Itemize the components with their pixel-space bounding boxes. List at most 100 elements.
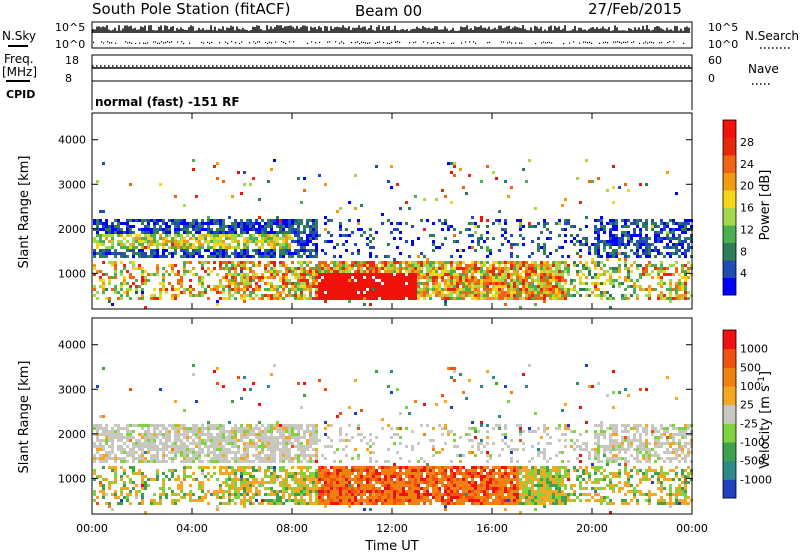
- velocity-cell: [237, 490, 240, 493]
- power-cell: [153, 294, 156, 297]
- power-cell: [315, 234, 318, 237]
- nsearch-dot: [363, 41, 365, 44]
- power-cell: [309, 255, 312, 258]
- power-cell: [336, 267, 339, 270]
- power-cell: [510, 282, 513, 285]
- velocity-cell: [99, 484, 102, 487]
- velocity-cell: [102, 367, 105, 370]
- y-tick-label: 2000: [58, 223, 86, 236]
- velocity-cell: [192, 457, 195, 460]
- power-cell: [549, 237, 552, 240]
- power-cell: [93, 228, 96, 231]
- power-cell: [132, 219, 135, 222]
- power-cell: [255, 228, 258, 231]
- power-cell: [123, 252, 126, 255]
- power-cell: [321, 279, 324, 282]
- power-cell: [207, 249, 210, 252]
- velocity-cell: [132, 466, 135, 469]
- power-cell: [234, 246, 237, 249]
- power-cell: [357, 267, 360, 270]
- power-cell: [600, 273, 603, 276]
- velocity-cell: [237, 445, 240, 448]
- nsearch-dot: [643, 42, 645, 44]
- velocity-cell: [252, 445, 255, 448]
- power-cell: [141, 276, 144, 279]
- power-cell: [564, 291, 567, 294]
- power-cell: [624, 225, 627, 228]
- power-cell: [537, 267, 540, 270]
- velocity-cell: [267, 469, 270, 472]
- power-cell: [684, 273, 687, 276]
- power-cell: [450, 171, 453, 174]
- power-cell: [501, 294, 504, 297]
- power-cell: [423, 228, 426, 231]
- power-cell: [510, 234, 513, 237]
- velocity-cell: [300, 445, 303, 448]
- power-cell: [231, 228, 234, 231]
- velocity-cell: [126, 451, 129, 454]
- velocity-cell: [222, 457, 225, 460]
- power-cell: [348, 270, 351, 273]
- power-cell: [432, 243, 435, 246]
- power-cell: [675, 237, 678, 240]
- power-cell: [513, 297, 516, 300]
- power-cell: [552, 270, 555, 273]
- power-cell: [519, 219, 522, 222]
- velocity-cell: [210, 475, 213, 478]
- power-cell: [657, 276, 660, 279]
- power-cell: [594, 219, 597, 222]
- power-cell: [372, 279, 375, 282]
- velocity-cell: [309, 475, 312, 478]
- power-cell: [255, 285, 258, 288]
- nave-tick-bottom: 0: [708, 72, 715, 85]
- power-cell: [339, 234, 342, 237]
- power-cell: [315, 222, 318, 225]
- power-cell: [306, 237, 309, 240]
- power-cell: [231, 225, 234, 228]
- power-cell: [384, 255, 387, 258]
- power-cell: [522, 237, 525, 240]
- nsearch-dot: [633, 41, 635, 43]
- velocity-cell: [318, 469, 321, 472]
- power-cell: [99, 228, 102, 231]
- power-cell: [201, 294, 204, 297]
- velocity-cell: [105, 439, 108, 442]
- power-cell: [105, 297, 108, 300]
- velocity-cell: [165, 475, 168, 478]
- power-cell: [498, 270, 501, 273]
- velocity-cell: [207, 466, 210, 469]
- power-cell: [204, 240, 207, 243]
- velocity-cell: [108, 454, 111, 457]
- power-cell: [669, 297, 672, 300]
- nsearch-dot: [255, 42, 257, 44]
- power-cell: [546, 222, 549, 225]
- velocity-cell: [243, 490, 246, 493]
- power-cell: [327, 264, 330, 267]
- power-cell: [357, 285, 360, 288]
- velocity-cell: [141, 448, 144, 451]
- power-cell: [192, 168, 195, 171]
- velocity-cell: [180, 490, 183, 493]
- velocity-cell: [300, 475, 303, 478]
- velocity-cell: [204, 439, 207, 442]
- power-cell: [339, 228, 342, 231]
- power-cell: [282, 249, 285, 252]
- power-cell: [543, 264, 546, 267]
- power-cell: [543, 279, 546, 282]
- power-cell: [531, 225, 534, 228]
- velocity-cell: [261, 442, 264, 445]
- velocity-cell: [327, 469, 330, 472]
- velocity-cell: [189, 427, 192, 430]
- velocity-cell: [120, 433, 123, 436]
- power-cell: [171, 237, 174, 240]
- velocity-cell: [267, 445, 270, 448]
- power-cell: [375, 291, 378, 294]
- velocity-cell: [102, 496, 105, 499]
- power-cell: [558, 261, 561, 264]
- power-cell: [255, 288, 258, 291]
- power-cell: [264, 237, 267, 240]
- power-cell: [552, 264, 555, 267]
- power-cell: [417, 285, 420, 288]
- power-cell: [183, 246, 186, 249]
- power-cell: [300, 270, 303, 273]
